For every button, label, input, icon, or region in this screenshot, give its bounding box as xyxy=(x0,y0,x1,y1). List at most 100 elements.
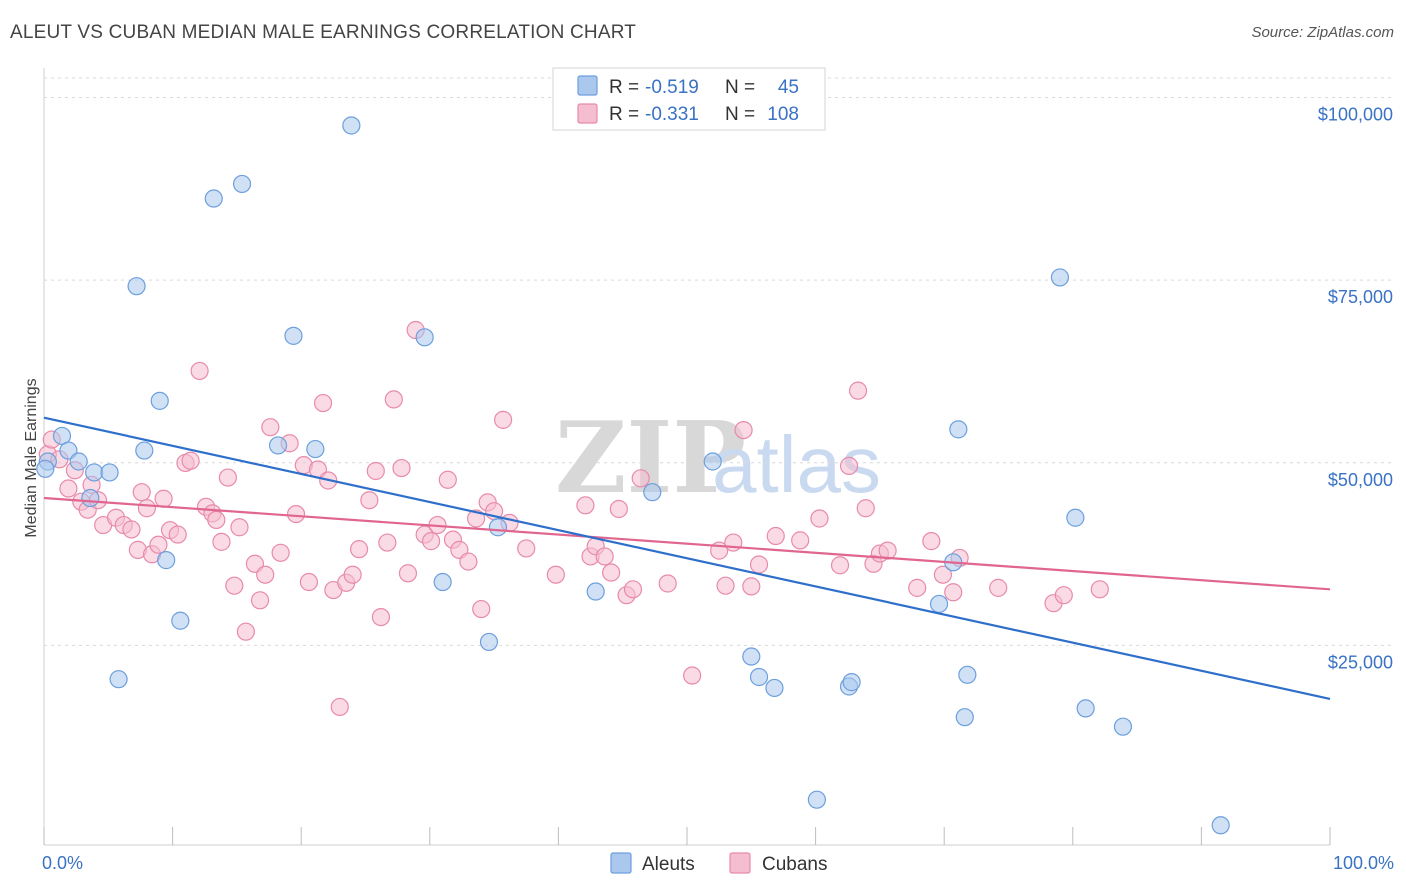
aleut-point xyxy=(171,611,190,630)
aleut-point xyxy=(135,441,154,460)
cuban-point xyxy=(466,509,486,528)
aleut-point xyxy=(749,667,769,687)
aleut-point xyxy=(284,326,303,345)
aleut-point xyxy=(109,670,128,689)
cuban-point xyxy=(742,577,761,596)
aleut-point xyxy=(955,708,974,727)
aleut-point xyxy=(1113,717,1133,736)
cuban-point xyxy=(944,583,963,602)
chart-title: ALEUT VS CUBAN MEDIAN MALE EARNINGS CORR… xyxy=(10,22,637,43)
cuban-point xyxy=(494,410,513,429)
aleut-point xyxy=(306,439,325,459)
aleut-point xyxy=(100,463,119,482)
cuban-point xyxy=(623,580,643,599)
cuban-point xyxy=(683,666,702,685)
cuban-point xyxy=(839,456,859,475)
cuban-point xyxy=(724,533,743,552)
cuban-point xyxy=(313,393,333,413)
cuban-point xyxy=(517,539,536,558)
aleut-point xyxy=(807,790,826,809)
cuban-point xyxy=(922,532,941,551)
cuban-point xyxy=(658,574,677,593)
source-label: Source: ZipAtlas.com xyxy=(1251,24,1394,41)
aleut-point xyxy=(1050,268,1070,287)
aleut-point xyxy=(949,420,968,439)
cuban-point xyxy=(716,576,735,595)
cuban-point xyxy=(830,556,850,575)
aleut-point xyxy=(232,174,252,194)
aleut-point xyxy=(69,452,88,471)
legend-frame xyxy=(552,67,826,131)
cuban-point xyxy=(330,697,349,717)
cuban-point xyxy=(230,518,249,537)
cuban-point xyxy=(271,543,290,562)
cuban-point xyxy=(122,520,141,539)
trend-lines xyxy=(43,416,1331,700)
x-ticks xyxy=(43,827,1331,845)
cuban-point xyxy=(421,532,441,551)
legend-n-label-cubans: N = xyxy=(725,104,755,125)
cuban-point xyxy=(810,509,829,528)
cuban-point xyxy=(595,547,614,566)
cuban-point xyxy=(459,552,478,571)
cuban-point xyxy=(212,532,231,551)
cuban-point xyxy=(631,469,650,488)
series-cubans xyxy=(38,320,1109,717)
aleut-point xyxy=(479,632,499,652)
cuban-point xyxy=(734,420,753,440)
legend-r-label-aleuts: R = xyxy=(609,77,639,98)
aleut-point xyxy=(958,665,977,684)
cuban-point xyxy=(856,499,875,518)
cuban-point xyxy=(190,361,209,381)
aleut-point xyxy=(488,518,508,537)
legend-r-label-cubans: R = xyxy=(609,104,639,125)
cuban-point xyxy=(602,563,621,582)
aleut-point xyxy=(204,189,223,208)
legend-swatch-aleuts xyxy=(577,75,598,96)
legend-r-value-cubans: -0.331 xyxy=(645,104,699,125)
cuban-point xyxy=(225,576,244,595)
aleut-point xyxy=(157,551,176,570)
bottom-legend-swatch-cubans xyxy=(729,852,751,874)
aleut-point xyxy=(842,673,861,692)
y-tick-labels: $25,000 $50,000 $75,000 $100,000 xyxy=(1318,105,1393,673)
aleut-point xyxy=(415,328,434,347)
cuban-point xyxy=(371,607,391,627)
aleut-point xyxy=(643,483,662,502)
cuban-point xyxy=(472,599,491,619)
cuban-point xyxy=(59,479,78,498)
bottom-legend-label-aleuts: Aleuts xyxy=(642,854,695,875)
legend-r-value-aleuts: -0.519 xyxy=(645,77,699,98)
cuban-point xyxy=(398,564,418,583)
cuban-point xyxy=(749,555,769,574)
cuban-point xyxy=(791,531,810,550)
y-tick-label: $25,000 xyxy=(1328,652,1393,672)
cuban-point xyxy=(366,461,385,481)
aleut-point xyxy=(765,678,784,698)
cuban-point xyxy=(1054,586,1073,605)
cuban-point xyxy=(933,565,953,584)
aleut-point xyxy=(1066,508,1085,527)
grid xyxy=(44,77,1392,646)
cuban-point xyxy=(392,458,411,478)
cuban-point xyxy=(154,489,173,508)
cuban-point xyxy=(207,510,226,530)
cuban-point xyxy=(378,533,397,552)
legend-swatch-cubans xyxy=(577,103,598,124)
aleut-point xyxy=(36,459,55,478)
aleut-point xyxy=(742,647,761,666)
legend-n-value-cubans: 108 xyxy=(767,104,799,125)
cuban-point xyxy=(908,578,927,597)
cuban-point xyxy=(766,526,785,546)
aleut-point xyxy=(703,452,722,471)
cuban-point xyxy=(384,390,403,409)
aleut-point xyxy=(1211,816,1230,835)
cuban-point xyxy=(149,535,168,554)
cuban-point xyxy=(546,565,565,584)
cuban-point xyxy=(438,470,457,489)
aleut-point xyxy=(1076,699,1095,718)
cuban-point xyxy=(360,491,379,510)
bottom-legend-label-cubans: Cubans xyxy=(762,854,828,875)
cuban-point xyxy=(848,381,868,400)
